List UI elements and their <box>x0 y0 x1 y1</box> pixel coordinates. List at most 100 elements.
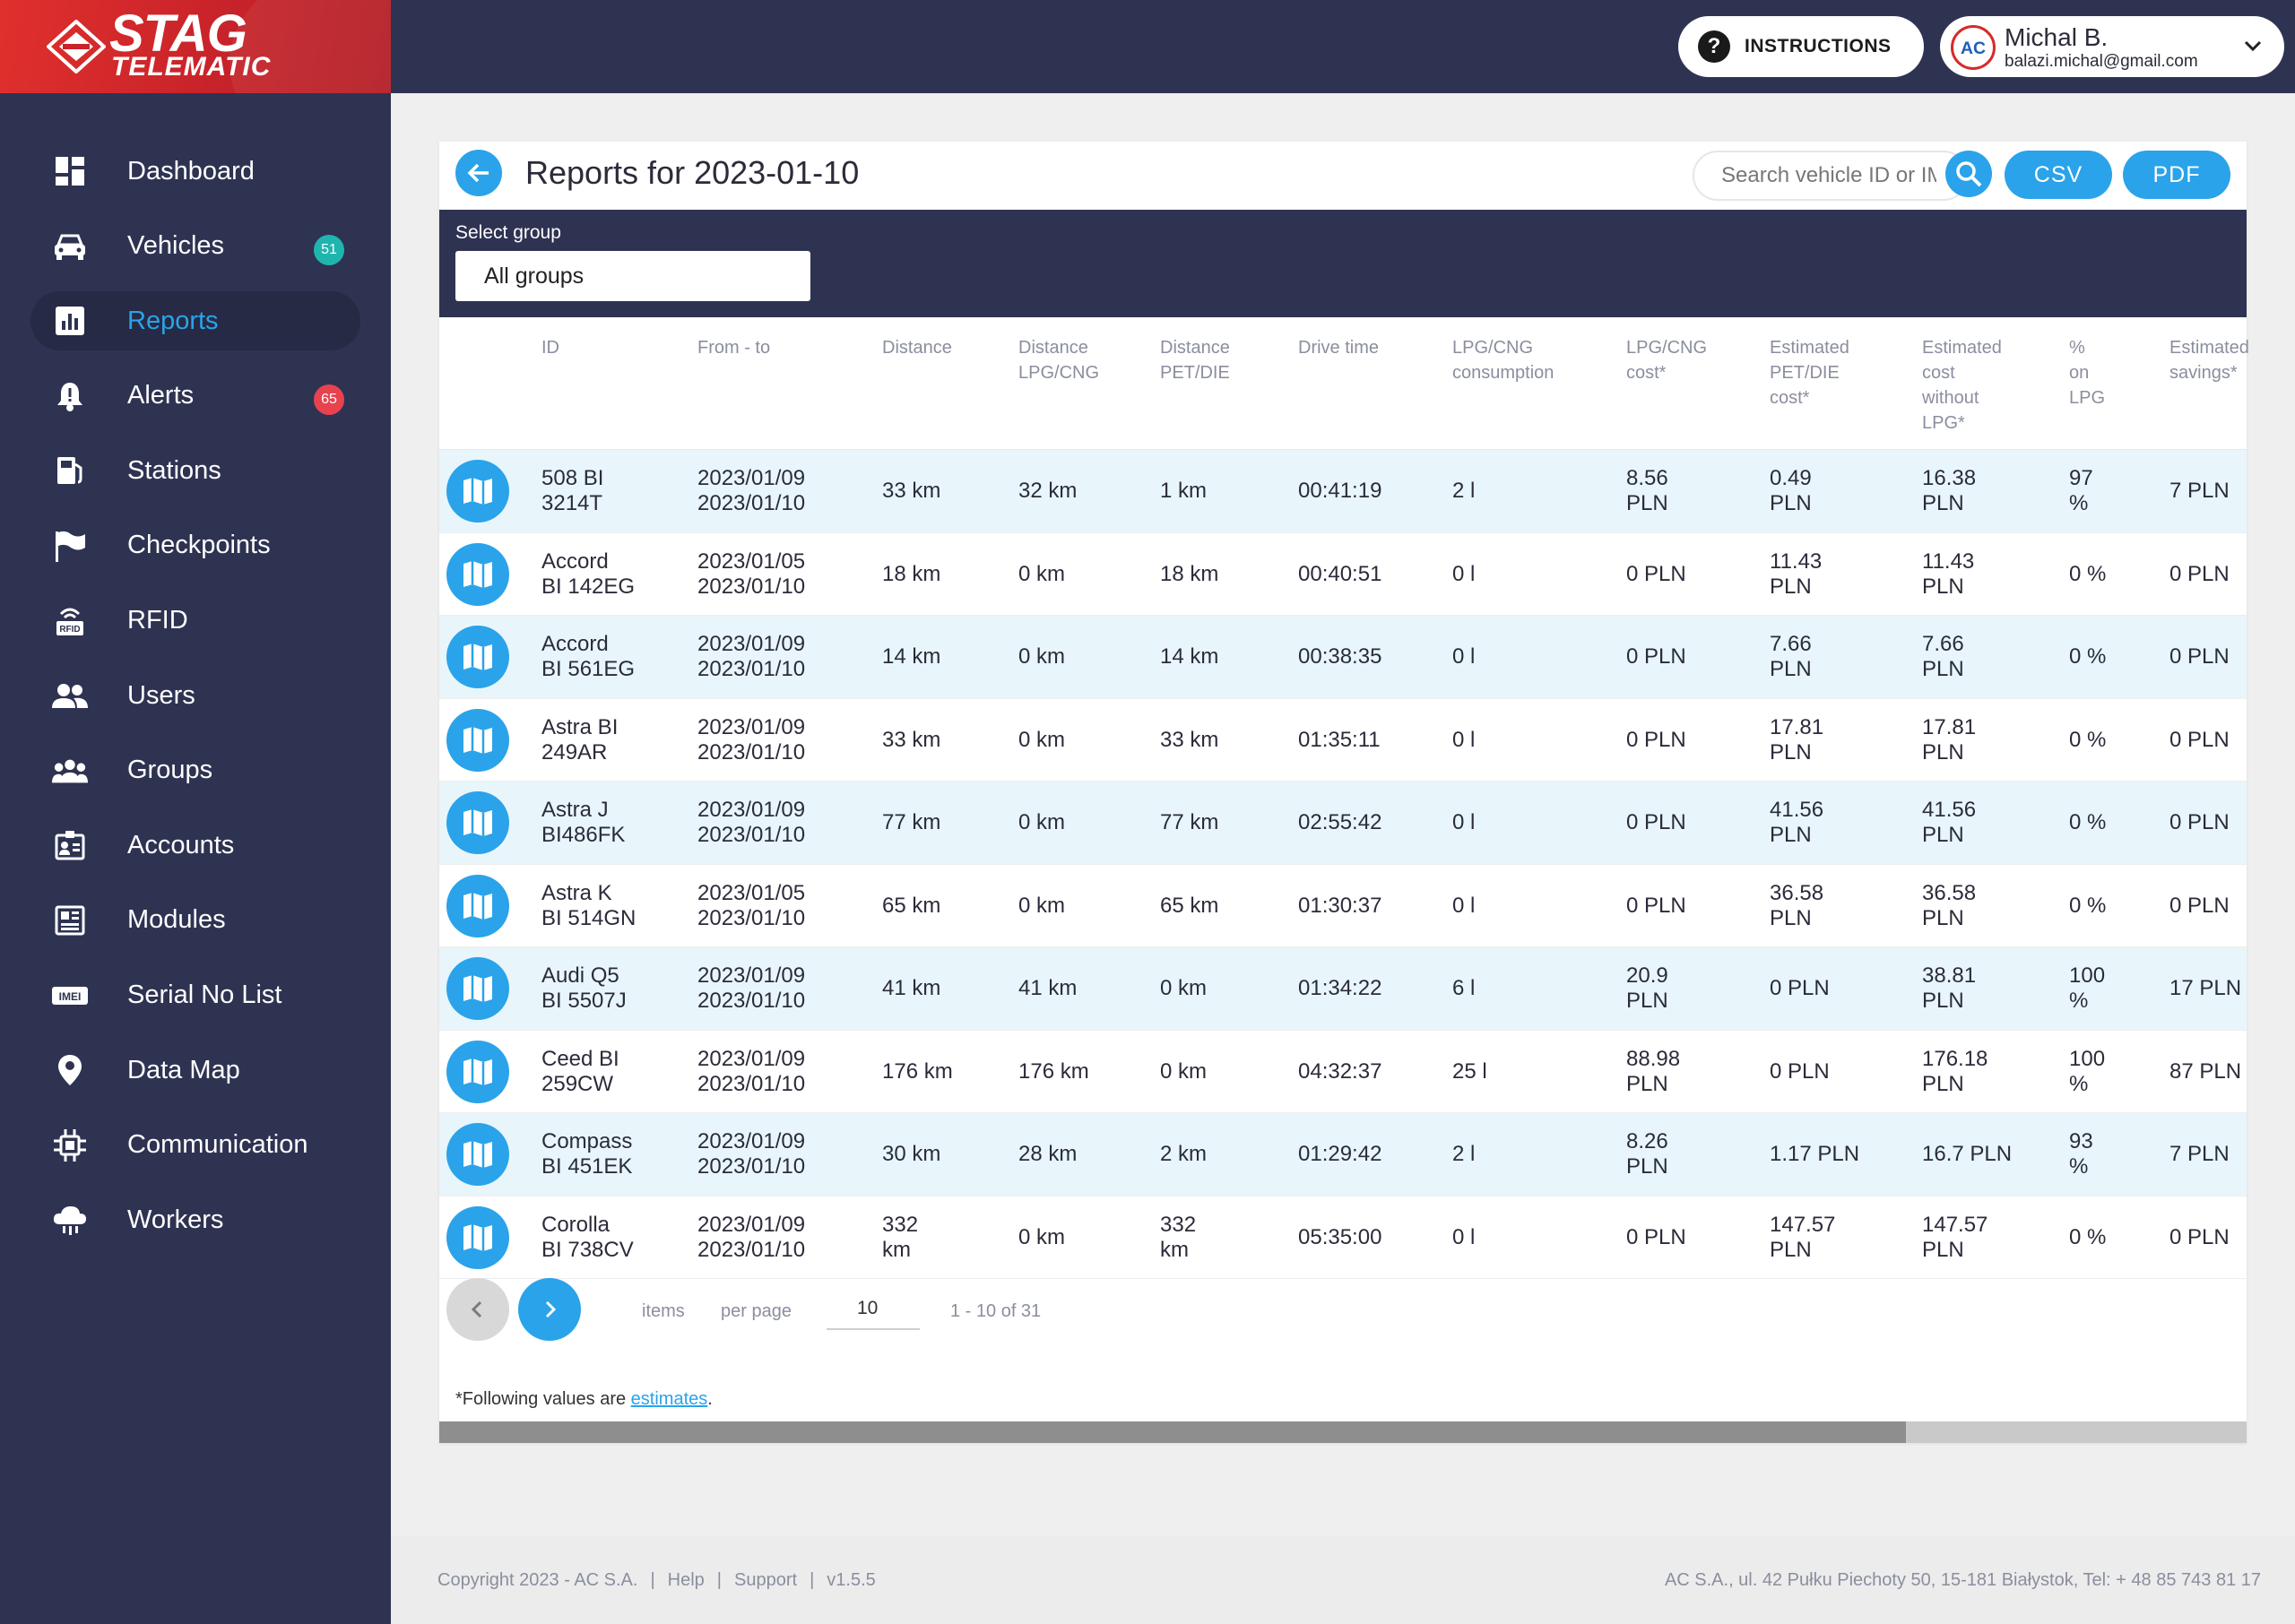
table-row[interactable]: Astra K BI 514GN 2023/01/05 2023/01/10 65 km… <box>439 865 2247 947</box>
sidebar-item-label: Alerts <box>127 381 195 410</box>
scrollbar-thumb[interactable] <box>439 1421 1906 1443</box>
view-route-button[interactable] <box>446 1040 509 1103</box>
previous-page-button[interactable] <box>446 1278 509 1341</box>
column-header-line: on <box>2069 363 2090 383</box>
cell-line: 0 km <box>1018 561 1066 586</box>
cell-savings: 0 PLN <box>2169 562 2230 587</box>
table-row[interactable]: Accord BI 561EG 2023/01/09 2023/01/10 14 km 0… <box>439 616 2247 699</box>
help-link[interactable]: Help <box>667 1570 705 1590</box>
estimates-link[interactable]: estimates <box>630 1389 708 1409</box>
cell-line: 7 PLN <box>2169 479 2230 503</box>
page-title: Reports for 2023-01-10 <box>525 154 860 191</box>
view-route-button[interactable] <box>446 626 509 688</box>
cell-line: % <box>2069 491 2089 515</box>
sidebar-item-serial-no-list[interactable]: IMEI Serial No List <box>30 966 360 1025</box>
table-row[interactable]: Compass BI 451EK 2023/01/09 2023/01/10 30 km… <box>439 1113 2247 1196</box>
instructions-button[interactable]: ? INSTRUCTIONS <box>1678 16 1924 77</box>
table-row[interactable]: 508 BI 3214T 2023/01/09 2023/01/10 33 km 32 k… <box>439 450 2247 533</box>
sidebar-item-reports[interactable]: Reports <box>30 291 360 351</box>
sidebar-item-groups[interactable]: Groups <box>30 741 360 800</box>
view-route-button[interactable] <box>446 542 509 606</box>
search-button[interactable] <box>1945 151 1992 197</box>
top-bar: ? INSTRUCTIONS AC Michal B. balazi.micha… <box>391 0 2295 93</box>
cell-line: Accord <box>541 632 609 656</box>
sidebar-item-communication[interactable]: Communication <box>30 1116 360 1175</box>
table-row[interactable]: Corolla BI 738CV 2023/01/09 2023/01/10 332 km… <box>439 1196 2247 1279</box>
cell-line: 02:55:42 <box>1298 810 1382 834</box>
column-header-line: Distance <box>882 338 952 358</box>
cell-line: 41 km <box>882 976 941 1000</box>
cell-savings: 0 PLN <box>2169 728 2230 753</box>
view-route-button[interactable] <box>446 957 509 1020</box>
pdf-export-button[interactable]: PDF <box>2123 151 2230 199</box>
sidebar-item-users[interactable]: Users <box>30 666 360 725</box>
cell-line: 0 PLN <box>1770 976 1830 1000</box>
column-header-line: Estimated <box>1770 338 1849 358</box>
horizontal-scrollbar[interactable] <box>439 1421 2247 1443</box>
version-text: v1.5.5 <box>827 1570 876 1590</box>
cell-pet-cost: 0 PLN <box>1770 976 1830 1001</box>
view-route-button[interactable] <box>446 460 509 523</box>
sidebar-item-dashboard[interactable]: Dashboard <box>30 142 360 201</box>
sidebar-item-stations[interactable]: Stations <box>30 441 360 500</box>
user-menu[interactable]: AC Michal B. balazi.michal@gmail.com <box>1940 16 2284 77</box>
csv-export-button[interactable]: CSV <box>2005 151 2112 199</box>
brand-logo[interactable]: STAG TELEMATIC <box>0 0 391 93</box>
cell-distance: 18 km <box>882 562 940 587</box>
table-row[interactable]: Astra BI 249AR 2023/01/09 2023/01/10 33 km 0 … <box>439 699 2247 782</box>
cell-drive-time: 02:55:42 <box>1298 810 1381 835</box>
view-route-button[interactable] <box>446 1205 509 1269</box>
view-route-button[interactable] <box>446 1123 509 1186</box>
back-button[interactable] <box>455 150 502 196</box>
sidebar-item-accounts[interactable]: Accounts <box>30 816 360 875</box>
cell-distance-lpg: 0 km <box>1018 562 1065 587</box>
brand-name: STAG <box>109 4 247 63</box>
next-page-button[interactable] <box>518 1278 581 1341</box>
cell-savings: 7 PLN <box>2169 1142 2230 1167</box>
cell-cost-without-lpg: 176.18 PLN <box>1922 1047 1988 1097</box>
page-size-input[interactable] <box>827 1289 920 1330</box>
sidebar-item-label: Serial No List <box>127 980 282 1010</box>
view-route-button[interactable] <box>446 791 509 854</box>
search-input[interactable] <box>1694 152 1936 199</box>
svg-text:IMEI: IMEI <box>59 990 82 1003</box>
cell-line: 2023/01/05 <box>697 549 806 574</box>
cell-line: 0 km <box>1018 644 1066 669</box>
cell-line: PLN <box>1770 657 1812 681</box>
cell-cost-without-lpg: 36.58 PLN <box>1922 881 1976 931</box>
table-row[interactable]: Audi Q5 BI 5507J 2023/01/09 2023/01/10 41 km… <box>439 947 2247 1031</box>
cell-lpg-consumption: 0 l <box>1452 644 1475 669</box>
cell-from-to: 2023/01/09 2023/01/10 <box>697 632 805 682</box>
cell-line: 259CW <box>541 1071 614 1096</box>
map-icon <box>463 644 492 670</box>
sidebar-item-workers[interactable]: Workers <box>30 1190 360 1249</box>
table-row[interactable]: Accord BI 142EG 2023/01/05 2023/01/10 18 km 0… <box>439 533 2247 616</box>
group-select[interactable]: All groups <box>455 251 810 301</box>
alerts-count-badge: 65 <box>314 384 344 415</box>
cell-line: 0 l <box>1452 1224 1476 1249</box>
sidebar-item-data-map[interactable]: Data Map <box>30 1041 360 1100</box>
view-route-button[interactable] <box>446 708 509 772</box>
cell-line: 2023/01/05 <box>697 880 806 905</box>
cell-line: 2023/01/09 <box>697 963 806 988</box>
per-page-label: per page <box>721 1301 792 1321</box>
table-row[interactable]: Astra J BI486FK 2023/01/09 2023/01/10 77 km 0… <box>439 782 2247 865</box>
sidebar-item-vehicles[interactable]: Vehicles 51 <box>30 217 360 276</box>
rfid-icon: RFID <box>52 603 88 639</box>
column-header-line: Estimated <box>1922 338 2002 358</box>
estimates-footnote: *Following values are estimates. <box>455 1389 713 1410</box>
sidebar-item-modules[interactable]: Modules <box>30 891 360 950</box>
cell-line: 0 km <box>1018 1224 1066 1249</box>
cell-pet-cost: 11.43 PLN <box>1770 549 1822 600</box>
support-link[interactable]: Support <box>734 1570 798 1590</box>
sidebar-item-alerts[interactable]: Alerts 65 <box>30 367 360 426</box>
view-route-button[interactable] <box>446 874 509 937</box>
cell-line: PLN <box>1626 989 1668 1013</box>
cell-from-to: 2023/01/05 2023/01/10 <box>697 881 805 931</box>
table-row[interactable]: Ceed BI 259CW 2023/01/09 2023/01/10 176 km 17… <box>439 1031 2247 1113</box>
company-address: AC S.A., ul. 42 Pułku Piechoty 50, 15-18… <box>1664 1570 2261 1590</box>
sidebar-item-rfid[interactable]: RFID RFID <box>30 592 360 651</box>
cell-lpg-cost: 0 PLN <box>1626 1225 1686 1250</box>
cell-lpg-cost: 20.9 PLN <box>1626 963 1668 1014</box>
sidebar-item-checkpoints[interactable]: Checkpoints <box>30 516 360 575</box>
